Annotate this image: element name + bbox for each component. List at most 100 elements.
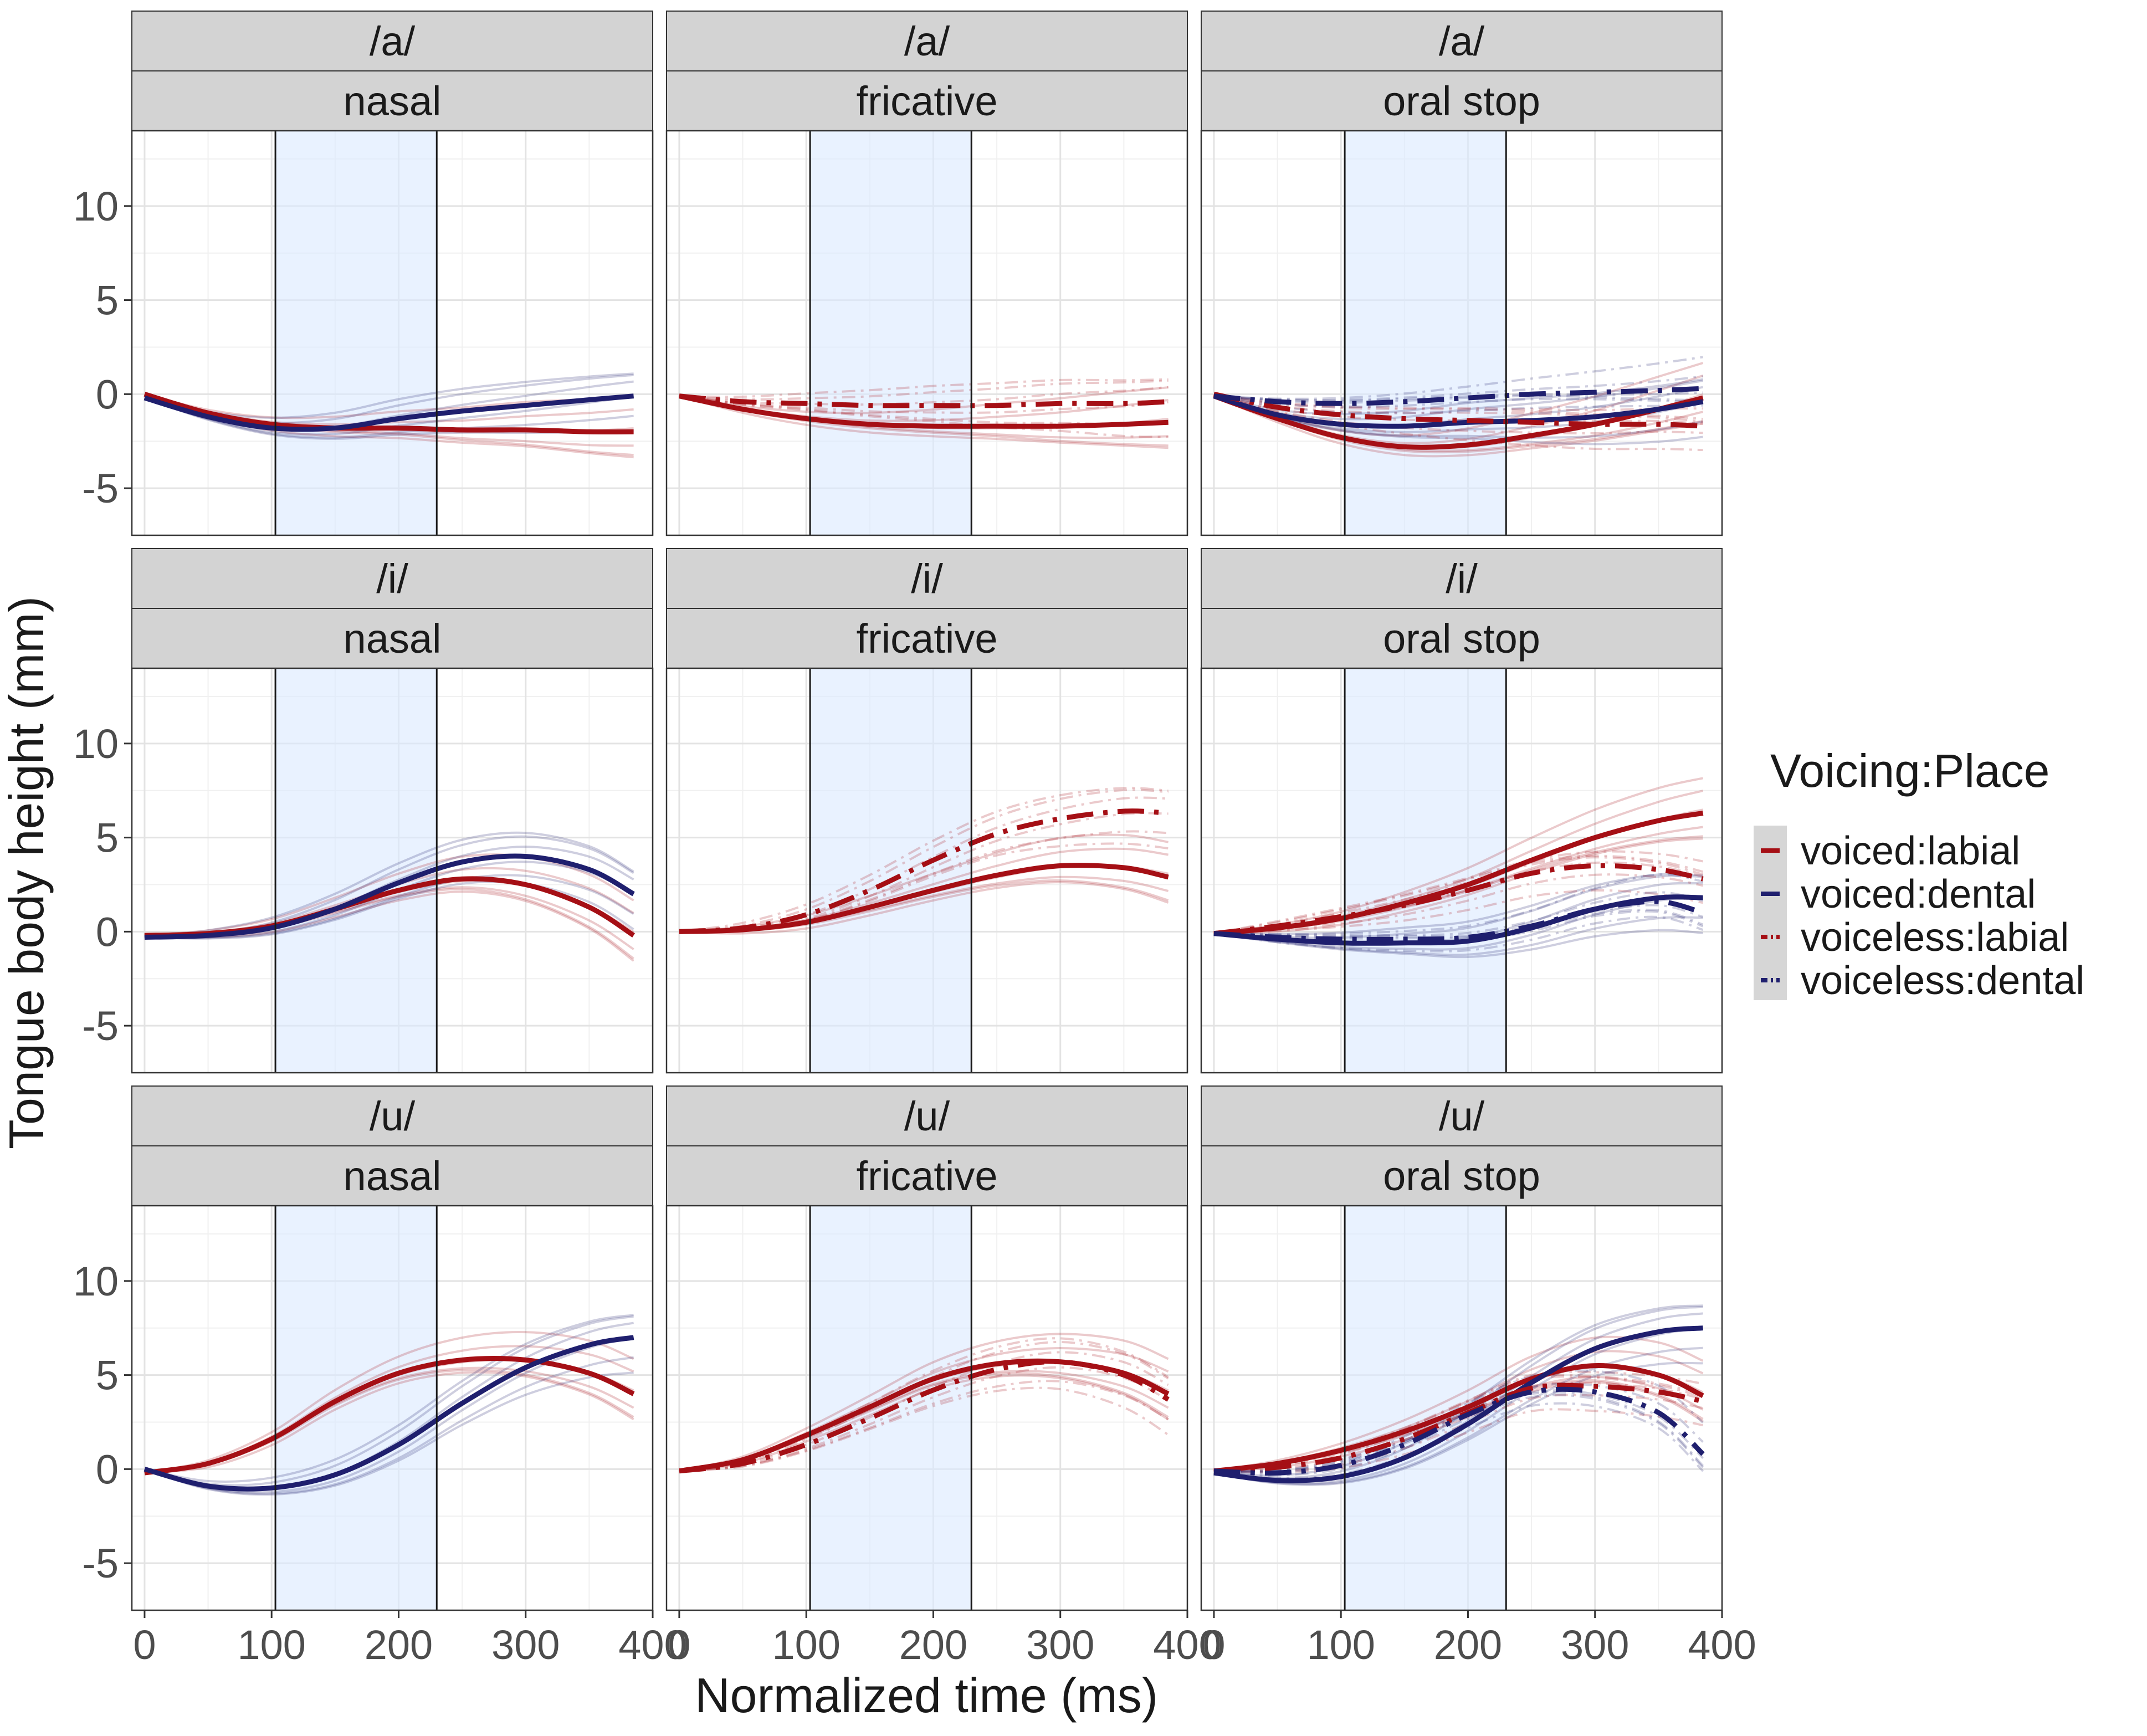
facet-strip-manner-label: fricative [857,1153,998,1199]
token-trajectory [1213,395,1703,415]
token-trajectory [1213,393,1703,412]
token-trajectory [1213,915,1704,953]
x-tick-label: 400 [618,1622,686,1668]
token-trajectory [144,1356,634,1495]
shaded-interval [275,131,437,535]
facet-panel: /u/oral stop [1200,1085,1723,1611]
x-tick-label: 0 [1202,1622,1225,1668]
token-trajectory [144,874,634,939]
facet-strip-vowel-label: /a/ [370,18,416,64]
token-trajectory [1213,916,1703,956]
token-trajectory [679,796,1169,933]
token-trajectory [144,1314,634,1483]
series-line-voiced-labial [144,1355,635,1476]
token-trajectory [679,1366,1169,1472]
facet-panel: /i/fricative [665,548,1188,1074]
token-trajectory [1213,391,1703,402]
token-trajectory [679,395,1169,449]
facet-strip-manner-label: oral stop [1383,616,1540,662]
panel-border [131,130,654,536]
facet-strip-vowel [131,548,653,609]
y-tick-label: 10 [73,1258,119,1304]
token-trajectory [679,881,1169,935]
shaded-interval [275,668,437,1073]
x-tick-label: 100 [772,1622,840,1668]
x-tick-label: 300 [1026,1622,1094,1668]
facet-strip-manner [666,1145,1188,1206]
series-line-voiceless-dental [1213,386,1703,406]
token-trajectory [679,1333,1169,1472]
token-trajectory [1213,873,1703,935]
series-line-voiceless-dental [1213,1386,1705,1476]
legend-label: voiceless:labial [1801,915,2069,960]
token-trajectory [1213,375,1703,401]
legend-item: voiced:labial [1761,829,2020,873]
shaded-interval [810,668,972,1073]
legend: Voicing:Place voiced:labialvoiced:dental… [1754,745,2084,1003]
facet-strip-manner-label: fricative [857,78,998,124]
series-line-voiced-labial [1213,393,1704,450]
token-trajectory [144,1371,634,1474]
token-trajectory [144,397,634,439]
token-trajectory [1213,908,1704,940]
panel-border [665,1205,1188,1611]
series-line-voiced-labial [679,1358,1170,1474]
facet-strip-vowel-label: /a/ [904,18,950,64]
x-tick-label: 0 [133,1622,156,1668]
x-tick-label: 100 [1306,1622,1375,1668]
series-line-voiceless-labial [1213,391,1703,429]
token-trajectory [1213,873,1703,935]
facet-strip-vowel [666,1085,1188,1146]
facet-strip-vowel-label: /i/ [911,556,943,602]
token-trajectory [679,1351,1169,1472]
legend-title: Voicing:Place [1770,745,2049,797]
y-tick-label: 5 [96,815,119,861]
facet-panel: /i/oral stop [1200,548,1723,1074]
token-trajectory [1213,889,1703,935]
y-tick-label: 10 [73,183,119,229]
facet-strip-manner [1201,1145,1723,1206]
x-tick-label: 200 [365,1622,433,1668]
panel-border [131,1205,654,1611]
token-trajectory [144,1315,634,1487]
token-trajectory [679,395,1169,438]
legend-label: voiced:dental [1801,872,2036,916]
token-trajectory [679,378,1169,398]
facet-strip-vowel [131,1085,653,1146]
y-axis-title: Tongue body height (mm) [0,596,54,1149]
token-trajectory [679,786,1169,933]
token-trajectory [1213,891,1704,937]
facet-strip-vowel [666,548,1188,609]
x-tick-label: 300 [491,1622,560,1668]
series-line-voiced-dental [144,1335,634,1492]
legend-item: voiced:dental [1761,872,2036,916]
x-tick-label: 300 [1561,1622,1629,1668]
token-trajectory [144,1336,634,1494]
series-line-voiced-labial [1213,1363,1704,1474]
series-line-voiceless-labial [679,393,1169,408]
series-line-voiced-labial [679,863,1169,934]
token-trajectory [679,386,1169,406]
facet-strip-manner-label: nasal [344,78,442,124]
token-trajectory [1213,904,1704,938]
facet-strip-manner-label: oral stop [1383,78,1540,124]
legend-label: voiced:labial [1801,829,2020,873]
series-line-voiceless-labial [679,1359,1170,1474]
token-trajectory [1213,1394,1704,1477]
token-trajectory [679,1386,1169,1472]
facet-panel: /a/oral stop [1200,11,1723,536]
legend-key-background [1754,826,1787,1000]
panel-border [1200,667,1723,1074]
facet-strip-manner [1201,608,1723,669]
y-tick-label: -5 [82,1003,119,1049]
shaded-interval [1345,131,1507,535]
token-trajectory [1213,1408,1703,1473]
token-trajectory [1213,777,1704,935]
token-trajectory [1213,1346,1703,1486]
token-trajectory [1213,854,1704,935]
x-tick-label: 400 [1153,1622,1221,1668]
token-trajectory [1213,874,1703,939]
facet-strip-vowel-label: /a/ [1439,18,1485,64]
